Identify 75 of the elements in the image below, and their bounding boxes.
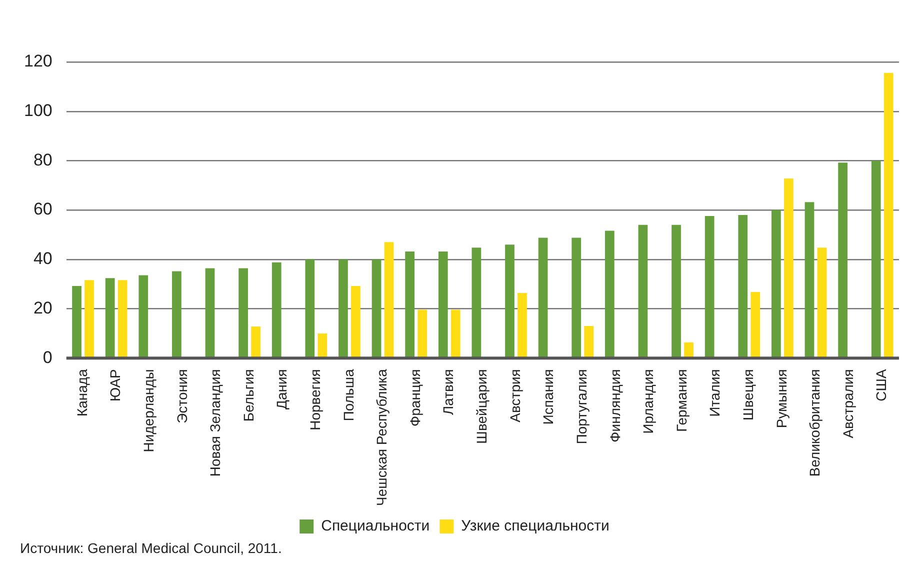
- x-tick-label: Швеция: [740, 369, 756, 420]
- x-tick-label: Италия: [706, 369, 723, 417]
- bar: [351, 286, 360, 358]
- bar: [684, 342, 694, 358]
- bar: [638, 224, 648, 358]
- bar: [472, 248, 482, 358]
- bar: [604, 230, 614, 358]
- bar: [817, 248, 827, 358]
- x-tick-label: Великобритания: [806, 369, 823, 477]
- bar: [672, 224, 681, 358]
- x-tick-label: Новая Зеландия: [207, 369, 224, 477]
- bar: [784, 178, 794, 358]
- bar: [72, 286, 82, 358]
- x-tick-label: Чешская Республика: [374, 368, 390, 506]
- bar: [405, 252, 415, 358]
- bar: [584, 326, 594, 358]
- x-tick-label: Германия: [673, 369, 690, 432]
- x-tick-label: Польша: [340, 368, 356, 422]
- bar: [772, 210, 781, 358]
- bar: [318, 333, 328, 358]
- x-tick-label: Испания: [540, 369, 556, 425]
- bar: [750, 292, 760, 358]
- y-tick-label: 0: [42, 348, 52, 367]
- bar: [438, 252, 448, 358]
- x-tick-label: Эстония: [174, 369, 190, 424]
- x-tick-label: Австралия: [840, 369, 856, 438]
- x-tick-label: Португалия: [573, 369, 590, 444]
- x-tick-label: Швейцария: [474, 369, 490, 444]
- x-tick-label: Бельгия: [240, 369, 256, 422]
- x-tick-label: Норвегия: [307, 369, 324, 430]
- bar: [118, 280, 128, 358]
- bar: [384, 242, 394, 358]
- bar: [105, 278, 115, 358]
- bar: [572, 238, 582, 358]
- bar: [704, 216, 714, 358]
- bar: [450, 310, 460, 358]
- x-tick-label: Франция: [406, 369, 423, 426]
- bar: [138, 275, 148, 358]
- bar: [338, 259, 348, 358]
- x-tick-label: Румыния: [773, 369, 790, 428]
- bar: [505, 244, 514, 358]
- bar: [251, 326, 260, 358]
- bar: [372, 259, 382, 358]
- bar: [272, 262, 282, 358]
- x-tick-label: Ирландия: [640, 369, 656, 434]
- text: Источник: General Medical Council, 2011.: [20, 540, 282, 556]
- legend-label: Узкие специальности: [461, 518, 610, 535]
- y-tick-label: 100: [24, 101, 52, 120]
- y-tick-label: 60: [33, 200, 52, 219]
- bar: [804, 202, 814, 358]
- y-tick-label: 20: [33, 298, 52, 318]
- bar: [871, 160, 881, 358]
- bar: [518, 292, 527, 358]
- bar: [884, 72, 894, 358]
- x-tick-label: Нидерланды: [140, 369, 156, 452]
- bar: [538, 238, 548, 358]
- bar: [838, 162, 848, 358]
- bar: [84, 280, 94, 358]
- bar: [738, 214, 748, 358]
- bar: [305, 259, 315, 358]
- y-tick-label: 80: [33, 150, 52, 170]
- x-tick-label: Австрия: [506, 369, 523, 422]
- x-tick-label: Латвия: [440, 369, 456, 416]
- x-tick-label: Финляндия: [606, 369, 623, 442]
- y-tick-label: 120: [24, 52, 52, 71]
- bar: [172, 271, 182, 358]
- x-tick-label: США: [873, 368, 890, 402]
- bar: [205, 268, 215, 358]
- legend-label: Специальности: [321, 518, 430, 535]
- bar: [238, 268, 248, 358]
- bar: [418, 310, 427, 358]
- y-tick-label: 40: [33, 249, 52, 268]
- x-tick-label: Дания: [274, 369, 290, 410]
- x-tick-label: ЮАР: [107, 369, 124, 402]
- x-tick-label: Канада: [74, 368, 90, 417]
